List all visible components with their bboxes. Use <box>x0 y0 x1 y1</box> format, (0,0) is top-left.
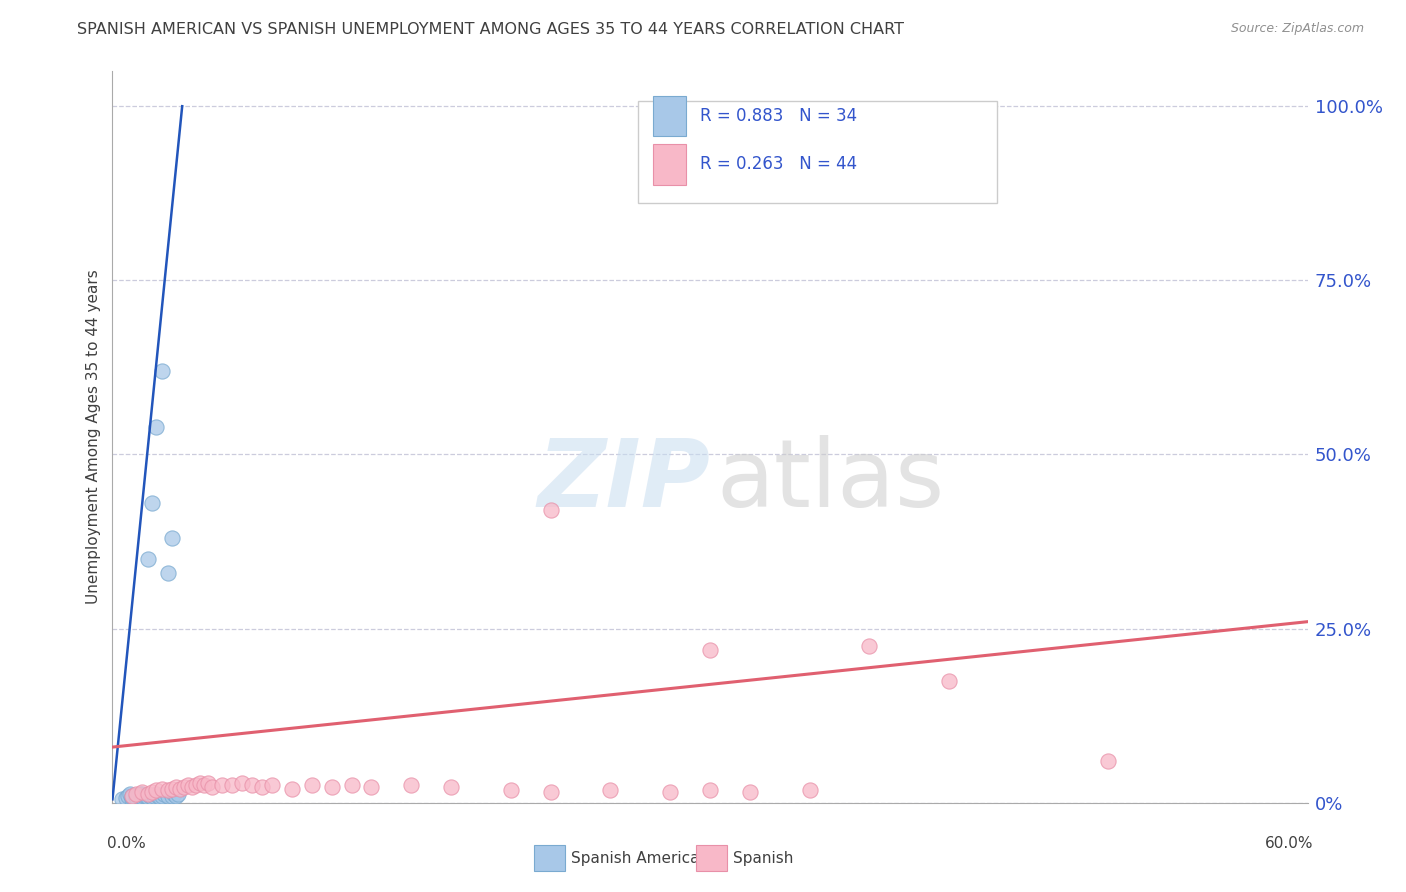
Point <box>115 791 138 805</box>
Point <box>139 789 162 803</box>
Point <box>157 783 180 797</box>
Text: SPANISH AMERICAN VS SPANISH UNEMPLOYMENT AMONG AGES 35 TO 44 YEARS CORRELATION C: SPANISH AMERICAN VS SPANISH UNEMPLOYMENT… <box>77 22 904 37</box>
Point <box>111 792 134 806</box>
Point <box>145 419 167 434</box>
Point <box>540 785 562 799</box>
Point <box>401 778 423 792</box>
Point <box>221 778 243 792</box>
Point <box>149 790 172 805</box>
Point <box>157 789 180 803</box>
Point <box>659 785 682 799</box>
Point <box>117 789 139 803</box>
Point <box>162 781 183 796</box>
Text: ZIP: ZIP <box>537 435 710 527</box>
Point <box>135 789 157 803</box>
Point <box>231 776 253 790</box>
Point <box>150 789 173 803</box>
Point <box>162 789 183 803</box>
Point <box>141 496 163 510</box>
Text: Spanish: Spanish <box>733 851 793 865</box>
Text: Source: ZipAtlas.com: Source: ZipAtlas.com <box>1230 22 1364 36</box>
Point <box>131 785 153 799</box>
Point <box>157 566 180 580</box>
Point <box>321 780 343 795</box>
Point <box>120 788 142 802</box>
Point <box>250 780 273 795</box>
Text: R = 0.263   N = 44: R = 0.263 N = 44 <box>700 155 858 173</box>
Text: R = 0.883   N = 34: R = 0.883 N = 34 <box>700 107 858 126</box>
Point <box>281 781 304 796</box>
Point <box>150 781 173 796</box>
Point <box>163 788 186 802</box>
Point <box>169 781 191 796</box>
FancyBboxPatch shape <box>652 96 686 136</box>
Point <box>301 778 323 792</box>
Point <box>197 776 219 790</box>
Point <box>340 778 363 792</box>
Text: Spanish Americans: Spanish Americans <box>571 851 717 865</box>
Point <box>138 788 160 802</box>
Point <box>599 783 621 797</box>
FancyBboxPatch shape <box>652 145 686 185</box>
Point <box>201 780 224 795</box>
Point <box>153 788 176 802</box>
Point <box>138 790 160 805</box>
Point <box>188 776 211 790</box>
Point <box>121 789 143 803</box>
Point <box>499 783 522 797</box>
Point <box>167 788 190 802</box>
Point <box>131 790 153 805</box>
Point <box>131 788 153 802</box>
Point <box>143 789 166 803</box>
Point <box>165 780 187 795</box>
Point <box>193 778 215 792</box>
Point <box>738 785 761 799</box>
Point <box>145 788 167 802</box>
Text: 60.0%: 60.0% <box>1265 836 1313 851</box>
Text: atlas: atlas <box>716 435 945 527</box>
Point <box>148 789 170 803</box>
Point <box>858 639 880 653</box>
Point <box>121 790 143 805</box>
Point <box>162 531 183 545</box>
Point <box>141 790 163 805</box>
Point <box>138 552 160 566</box>
Point <box>181 780 204 795</box>
Point <box>121 789 143 803</box>
Point <box>360 780 382 795</box>
Point <box>121 791 143 805</box>
Point <box>186 778 208 792</box>
Point <box>134 789 156 803</box>
Point <box>125 788 148 802</box>
Point <box>699 642 721 657</box>
Point <box>699 783 721 797</box>
FancyBboxPatch shape <box>638 101 997 203</box>
Point <box>260 778 283 792</box>
Point <box>141 785 163 799</box>
Point <box>145 783 167 797</box>
Point <box>938 673 960 688</box>
Point <box>165 789 187 803</box>
Text: 0.0%: 0.0% <box>107 836 145 851</box>
Point <box>177 778 200 792</box>
Y-axis label: Unemployment Among Ages 35 to 44 years: Unemployment Among Ages 35 to 44 years <box>86 269 101 605</box>
Point <box>211 778 233 792</box>
Point <box>127 789 149 803</box>
Point <box>125 790 148 805</box>
Point <box>150 364 173 378</box>
Point <box>129 788 152 802</box>
Point <box>799 783 821 797</box>
Point <box>1097 754 1119 768</box>
Point <box>173 780 195 795</box>
Point <box>240 778 263 792</box>
Point <box>540 503 562 517</box>
Point <box>440 780 463 795</box>
